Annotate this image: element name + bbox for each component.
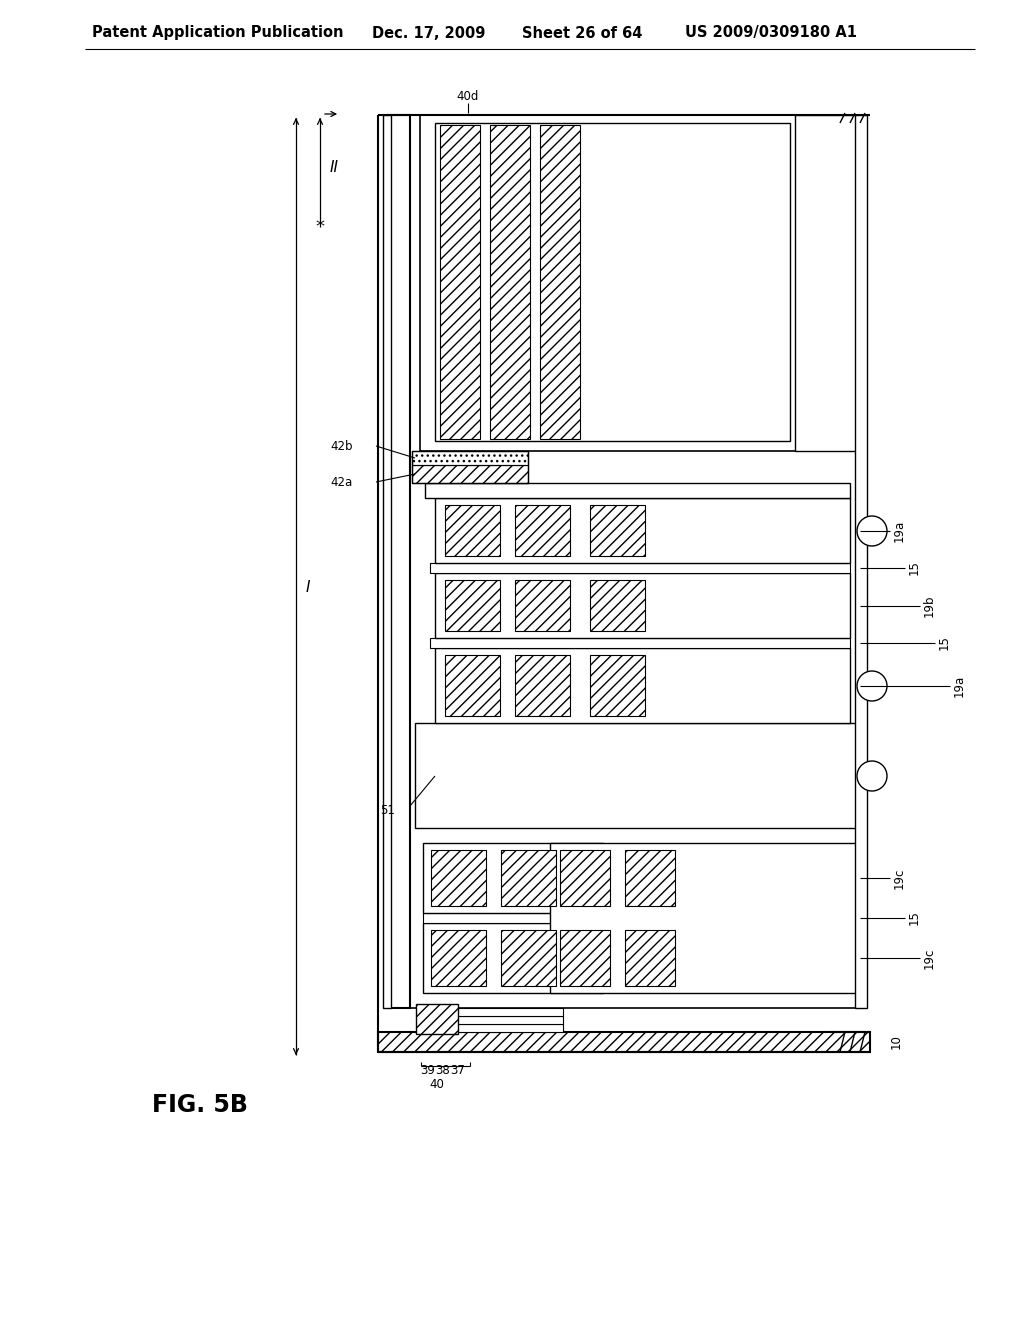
- Text: 51: 51: [380, 804, 395, 817]
- Bar: [431, 850, 486, 906]
- Text: 37: 37: [451, 1064, 466, 1077]
- Bar: [560, 931, 610, 986]
- Text: FIG. 5B: FIG. 5B: [152, 1093, 248, 1117]
- Bar: [383, 115, 391, 1008]
- Bar: [418, 1008, 563, 1016]
- Text: 19c: 19c: [893, 867, 906, 888]
- Bar: [416, 1005, 458, 1034]
- Bar: [590, 579, 645, 631]
- Bar: [435, 573, 850, 638]
- Text: *: *: [315, 218, 325, 236]
- Bar: [430, 564, 850, 573]
- Bar: [625, 931, 675, 986]
- Bar: [410, 115, 865, 1008]
- Bar: [625, 850, 675, 906]
- Text: 15: 15: [908, 561, 921, 576]
- Text: Dec. 17, 2009: Dec. 17, 2009: [372, 25, 485, 41]
- Bar: [378, 115, 870, 1052]
- Circle shape: [857, 671, 887, 701]
- Text: 38: 38: [435, 1064, 451, 1077]
- Text: 15: 15: [938, 635, 951, 651]
- Bar: [435, 123, 790, 441]
- Text: 42b: 42b: [331, 440, 353, 453]
- Text: 15: 15: [908, 911, 921, 925]
- Bar: [490, 125, 530, 440]
- Bar: [590, 655, 645, 715]
- Bar: [440, 125, 480, 440]
- Bar: [590, 506, 645, 556]
- Bar: [550, 843, 860, 993]
- Bar: [388, 115, 410, 1008]
- Text: 40d: 40d: [457, 91, 479, 103]
- Bar: [515, 579, 570, 631]
- Text: US 2009/0309180 A1: US 2009/0309180 A1: [685, 25, 857, 41]
- Bar: [560, 850, 610, 906]
- Bar: [425, 483, 850, 498]
- Bar: [855, 115, 867, 1008]
- Text: I: I: [306, 579, 310, 594]
- Bar: [501, 850, 556, 906]
- Text: Sheet 26 of 64: Sheet 26 of 64: [522, 25, 642, 41]
- Text: 19c: 19c: [923, 948, 936, 969]
- Bar: [431, 931, 486, 986]
- Circle shape: [857, 516, 887, 546]
- Bar: [412, 465, 528, 483]
- Bar: [540, 125, 580, 440]
- Text: 19b: 19b: [923, 595, 936, 618]
- Text: 39: 39: [421, 1064, 435, 1077]
- Text: 10: 10: [890, 1035, 903, 1049]
- Text: 19a: 19a: [953, 675, 966, 697]
- Bar: [445, 506, 500, 556]
- Circle shape: [857, 762, 887, 791]
- Text: 40: 40: [429, 1078, 444, 1092]
- Bar: [795, 115, 860, 451]
- Bar: [412, 451, 528, 483]
- Bar: [445, 655, 500, 715]
- Bar: [415, 723, 860, 828]
- Bar: [501, 931, 556, 986]
- Bar: [412, 451, 528, 465]
- Bar: [515, 655, 570, 715]
- Text: 42a: 42a: [331, 475, 353, 488]
- Bar: [435, 648, 850, 723]
- Bar: [515, 506, 570, 556]
- Text: II: II: [330, 161, 339, 176]
- Text: 19a: 19a: [893, 520, 906, 543]
- Bar: [378, 1032, 870, 1052]
- Bar: [423, 923, 603, 993]
- Bar: [423, 913, 603, 923]
- Bar: [435, 498, 850, 564]
- Bar: [418, 1024, 563, 1032]
- Bar: [418, 1016, 563, 1024]
- Bar: [423, 843, 603, 913]
- Bar: [445, 579, 500, 631]
- Bar: [430, 638, 850, 648]
- Text: Patent Application Publication: Patent Application Publication: [92, 25, 343, 41]
- Bar: [420, 115, 855, 451]
